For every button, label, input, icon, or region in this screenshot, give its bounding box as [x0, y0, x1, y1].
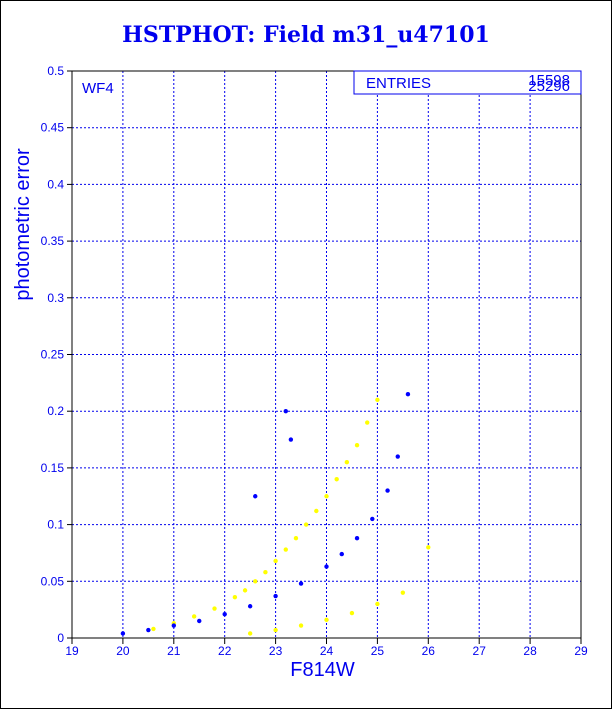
- scatter-point: [197, 618, 202, 624]
- scatter-point: [253, 494, 258, 499]
- x-tick-label: 28: [523, 644, 537, 658]
- scatter-point: [334, 477, 339, 482]
- stats-box: ENTRIES 15598 25296: [353, 70, 582, 95]
- scatter-point: [324, 564, 329, 569]
- x-tick-labels: 19 20 21 22 23 24 25 26 27 28 29: [65, 638, 588, 658]
- y-tick-label: 0.35: [41, 234, 65, 248]
- series-blue-points: [120, 391, 411, 636]
- scatter-point: [247, 604, 253, 609]
- y-tick-label: 0.45: [41, 121, 65, 135]
- scatter-point: [400, 590, 406, 595]
- scatter-point: [247, 631, 253, 636]
- y-tick-label: 0.2: [47, 404, 64, 418]
- scatter-point: [151, 626, 156, 632]
- y-axis-label: photometric error: [12, 148, 34, 301]
- x-tick-label: 26: [422, 644, 436, 658]
- x-tick-label: 22: [218, 644, 232, 658]
- scatter-point: [191, 614, 197, 619]
- scatter-point: [283, 409, 288, 414]
- stats-entries-value-2: 25296: [528, 78, 570, 95]
- scatter-point: [273, 593, 278, 599]
- x-tick-label: 21: [167, 644, 181, 658]
- y-tick-labels: 0 0.05 0.1 0.15 0.2 0.25 0.3 0.35 0.4 0.45 0.5: [41, 64, 72, 645]
- series-yellow-points: [151, 397, 431, 636]
- scatter-point: [324, 617, 329, 623]
- x-tick-label: 20: [116, 644, 130, 658]
- scatter-point: [273, 558, 278, 564]
- scatter-point: [146, 627, 151, 633]
- scatter-point: [120, 631, 126, 636]
- scatter-point: [263, 570, 268, 575]
- y-tick-label: 0.1: [47, 518, 64, 532]
- x-tick-label: 27: [473, 644, 487, 658]
- x-tick-label: 25: [371, 644, 385, 658]
- scatter-point: [212, 606, 217, 611]
- y-tick-label: 0.25: [41, 348, 65, 362]
- y-tick-label: 0.4: [47, 177, 64, 191]
- scatter-point: [273, 627, 278, 633]
- scatter-point: [171, 623, 176, 628]
- scatter-point: [324, 494, 329, 499]
- scatter-point: [354, 443, 360, 448]
- scatter-point: [298, 581, 304, 586]
- grid-lines: [71, 70, 582, 639]
- y-tick-label: 0.05: [41, 574, 65, 588]
- x-axis-label: F814W: [290, 659, 355, 681]
- scatter-point: [242, 588, 248, 593]
- scatter-point: [232, 594, 238, 600]
- stats-entries-value-1: 15598: [528, 72, 570, 89]
- x-tick-label: 23: [269, 644, 283, 658]
- chart-title: HSTPHOT: Field m31_u47101: [122, 22, 490, 48]
- scatter-point: [375, 397, 380, 403]
- scatter-point: [253, 579, 258, 584]
- scatter-point: [375, 601, 380, 607]
- y-tick-label: 0.5: [47, 64, 64, 78]
- scatter-point: [314, 508, 319, 514]
- scatter-point: [349, 610, 355, 616]
- scatter-point: [405, 391, 411, 397]
- scatter-point: [365, 420, 370, 425]
- scatter-point: [344, 460, 350, 465]
- scatter-point: [395, 454, 400, 459]
- x-tick-label: 19: [65, 644, 79, 658]
- panel-label: WF4: [82, 80, 114, 97]
- scatter-point: [303, 522, 309, 527]
- x-tick-label: 24: [320, 644, 334, 658]
- scatter-point: [339, 551, 344, 557]
- y-tick-label: 0.15: [41, 461, 65, 475]
- scatter-point: [293, 536, 299, 541]
- y-tick-label: 0.3: [47, 291, 64, 305]
- x-tick-label: 29: [574, 644, 588, 658]
- scatter-point: [288, 437, 294, 442]
- scatter-point: [370, 516, 375, 522]
- y-tick-label: 0: [57, 631, 64, 645]
- scatter-point: [385, 488, 390, 493]
- stats-entries-label: ENTRIES: [366, 75, 431, 92]
- scatter-point: [426, 545, 431, 550]
- scatter-point: [298, 623, 304, 628]
- scatter-point: [354, 536, 360, 541]
- scatter-point: [222, 611, 227, 617]
- scatter-point: [283, 547, 288, 552]
